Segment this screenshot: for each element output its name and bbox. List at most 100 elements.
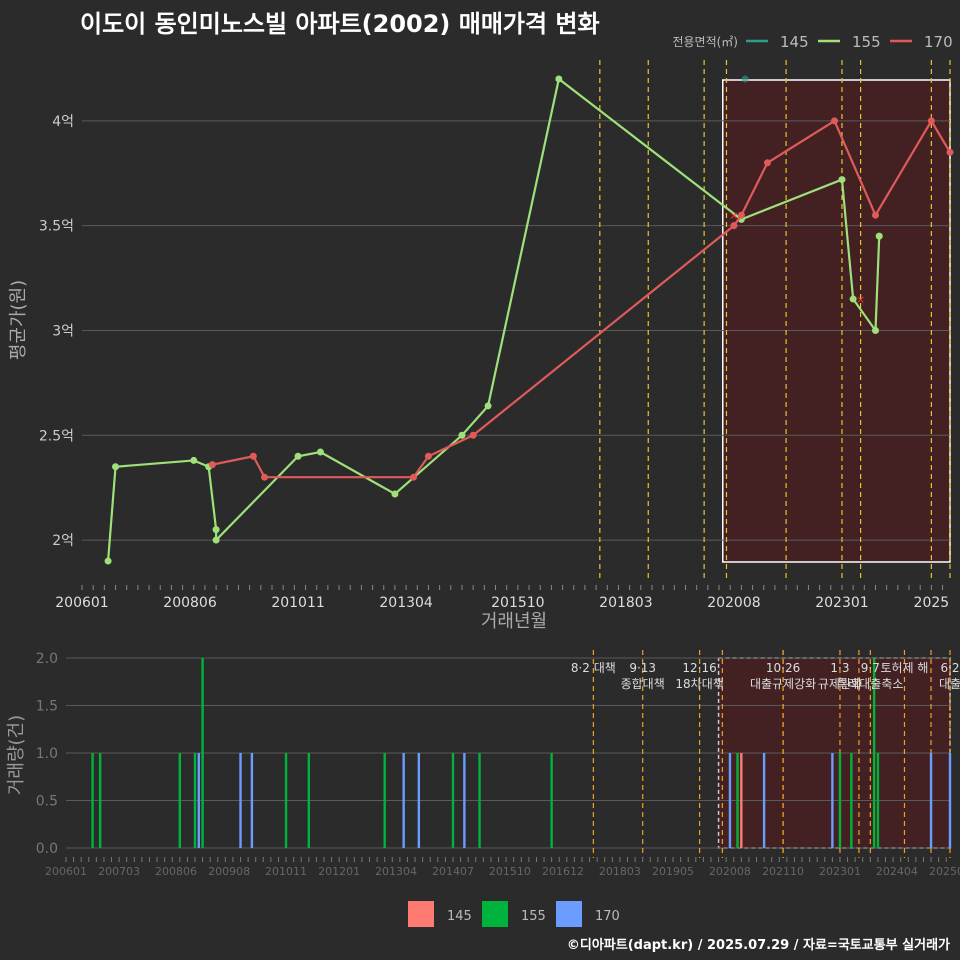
policy-annotation: 8·2 대책 bbox=[571, 660, 616, 675]
x-tick-label: 201803 bbox=[599, 595, 652, 611]
x-tick-label: 202301 bbox=[815, 595, 868, 611]
volume-bar-155 bbox=[307, 753, 311, 848]
data-point-170 bbox=[927, 117, 935, 125]
data-point-155 bbox=[294, 452, 302, 460]
x-tick-label: 200601 bbox=[55, 595, 108, 611]
volume-bar-170 bbox=[929, 753, 933, 848]
data-point-155 bbox=[871, 326, 879, 334]
y-axis-title: 평균가(원) bbox=[8, 280, 29, 360]
legend-label-155: 155 bbox=[521, 909, 546, 924]
x-tick-label: 202008 bbox=[707, 595, 760, 611]
legend-swatch-155 bbox=[482, 901, 508, 927]
y-tick-label: 3.5억 bbox=[39, 219, 74, 235]
data-point-170 bbox=[730, 222, 738, 230]
data-point-170 bbox=[424, 452, 432, 460]
volume-bar-155 bbox=[736, 753, 739, 848]
x-tick-label: 201011 bbox=[265, 865, 307, 878]
x-tick-label: 201304 bbox=[379, 595, 433, 611]
policy-annotation: 대출 bbox=[939, 677, 960, 691]
y-tick-label: 1.0 bbox=[36, 746, 58, 762]
y-tick-label: 0.5 bbox=[36, 794, 58, 810]
volume-bar-170 bbox=[831, 753, 834, 848]
legend-swatch-170 bbox=[556, 901, 582, 927]
data-point-155 bbox=[316, 448, 324, 456]
data-point-170 bbox=[469, 431, 477, 439]
volume-bar-155 bbox=[478, 753, 481, 848]
volume-bar-155 bbox=[383, 753, 386, 848]
data-point-155 bbox=[484, 402, 492, 410]
policy-annotation: 9·13 bbox=[629, 661, 656, 675]
volume-bar-170 bbox=[948, 753, 952, 848]
volume-bar-155 bbox=[284, 753, 288, 848]
volume-bar-155 bbox=[850, 753, 853, 848]
legend-label-170: 170 bbox=[595, 909, 620, 924]
policy-annotation: 9·7 bbox=[861, 661, 880, 675]
x-tick-label: 202008 bbox=[709, 865, 751, 878]
volume-bar-155 bbox=[872, 658, 876, 848]
x-tick-label: 202404 bbox=[876, 865, 918, 878]
policy-annotation: 규제완화 bbox=[818, 677, 862, 691]
legend-label-145: 145 bbox=[780, 33, 809, 51]
x-tick-label: 202301 bbox=[819, 865, 861, 878]
x-tick-label: 201407 bbox=[432, 865, 474, 878]
policy-annotation: 특례대출축소 bbox=[837, 677, 903, 691]
data-point-145 bbox=[741, 75, 749, 83]
policy-annotation: 6·2 bbox=[940, 661, 959, 675]
y-tick-label: 4억 bbox=[52, 114, 74, 130]
volume-bar-170 bbox=[197, 753, 200, 848]
legend-label-145: 145 bbox=[447, 909, 472, 924]
volume-bar-155 bbox=[550, 753, 553, 848]
y-tick-label: 1.5 bbox=[36, 699, 58, 715]
cancelled-mark: × bbox=[856, 293, 865, 306]
policy-annotation: 토허제 해 bbox=[880, 661, 928, 675]
volume-bar-155 bbox=[451, 753, 455, 848]
x-tick-label: 200601 bbox=[45, 865, 87, 878]
x-tick-label: 200908 bbox=[208, 865, 250, 878]
policy-annotation: 종합대책 bbox=[621, 676, 665, 691]
legend-label-155: 155 bbox=[852, 33, 881, 51]
data-point-170 bbox=[946, 148, 954, 156]
highlight-box bbox=[722, 79, 951, 563]
policy-annotation: 대출규제강화 bbox=[750, 677, 816, 691]
x-tick-label: 200806 bbox=[163, 595, 217, 611]
data-point-155 bbox=[212, 526, 220, 534]
data-point-170 bbox=[871, 211, 879, 219]
data-point-155 bbox=[212, 536, 220, 544]
policy-annotation: 18차대책 bbox=[675, 676, 723, 691]
policy-annotation: 1·3 bbox=[830, 661, 849, 675]
volume-bar-170 bbox=[463, 753, 466, 848]
volume-bar-155 bbox=[201, 658, 204, 848]
volume-bar-155 bbox=[193, 753, 197, 848]
volume-bar-170 bbox=[728, 753, 732, 848]
volume-bar-145 bbox=[740, 753, 743, 848]
x-tick-label: 202110 bbox=[762, 865, 804, 878]
volume-bar-155 bbox=[98, 753, 102, 848]
legend-swatch-145 bbox=[408, 901, 434, 927]
x-tick-label: 201510 bbox=[489, 865, 531, 878]
volume-bar-155 bbox=[876, 753, 880, 848]
volume-bar-170 bbox=[250, 753, 254, 848]
data-point-170 bbox=[249, 452, 257, 460]
y-tick-label: 2억 bbox=[52, 533, 74, 549]
y-tick-label: 2.0 bbox=[36, 651, 58, 667]
x-tick-label: 2025 bbox=[914, 595, 950, 611]
cancelled-mark: × bbox=[729, 209, 738, 222]
data-point-170 bbox=[763, 159, 771, 167]
data-point-155 bbox=[875, 232, 883, 240]
x-tick-label: 200806 bbox=[155, 865, 197, 878]
x-tick-label: 201201 bbox=[318, 865, 360, 878]
data-point-155 bbox=[190, 456, 198, 464]
data-point-170 bbox=[737, 211, 745, 219]
data-point-155 bbox=[838, 176, 846, 184]
volume-bar-155 bbox=[178, 753, 182, 848]
x-tick-label: 201510 bbox=[491, 595, 544, 611]
y-tick-label: 0.0 bbox=[36, 841, 58, 857]
legend-title: 전용면적(㎡) bbox=[672, 35, 738, 49]
data-point-170 bbox=[831, 117, 839, 125]
x-tick-label: 200703 bbox=[98, 865, 140, 878]
data-point-155 bbox=[458, 431, 466, 439]
y-tick-label: 3억 bbox=[52, 323, 74, 339]
policy-annotation: 10·26 bbox=[766, 661, 800, 675]
volume-bar-155 bbox=[91, 753, 94, 848]
